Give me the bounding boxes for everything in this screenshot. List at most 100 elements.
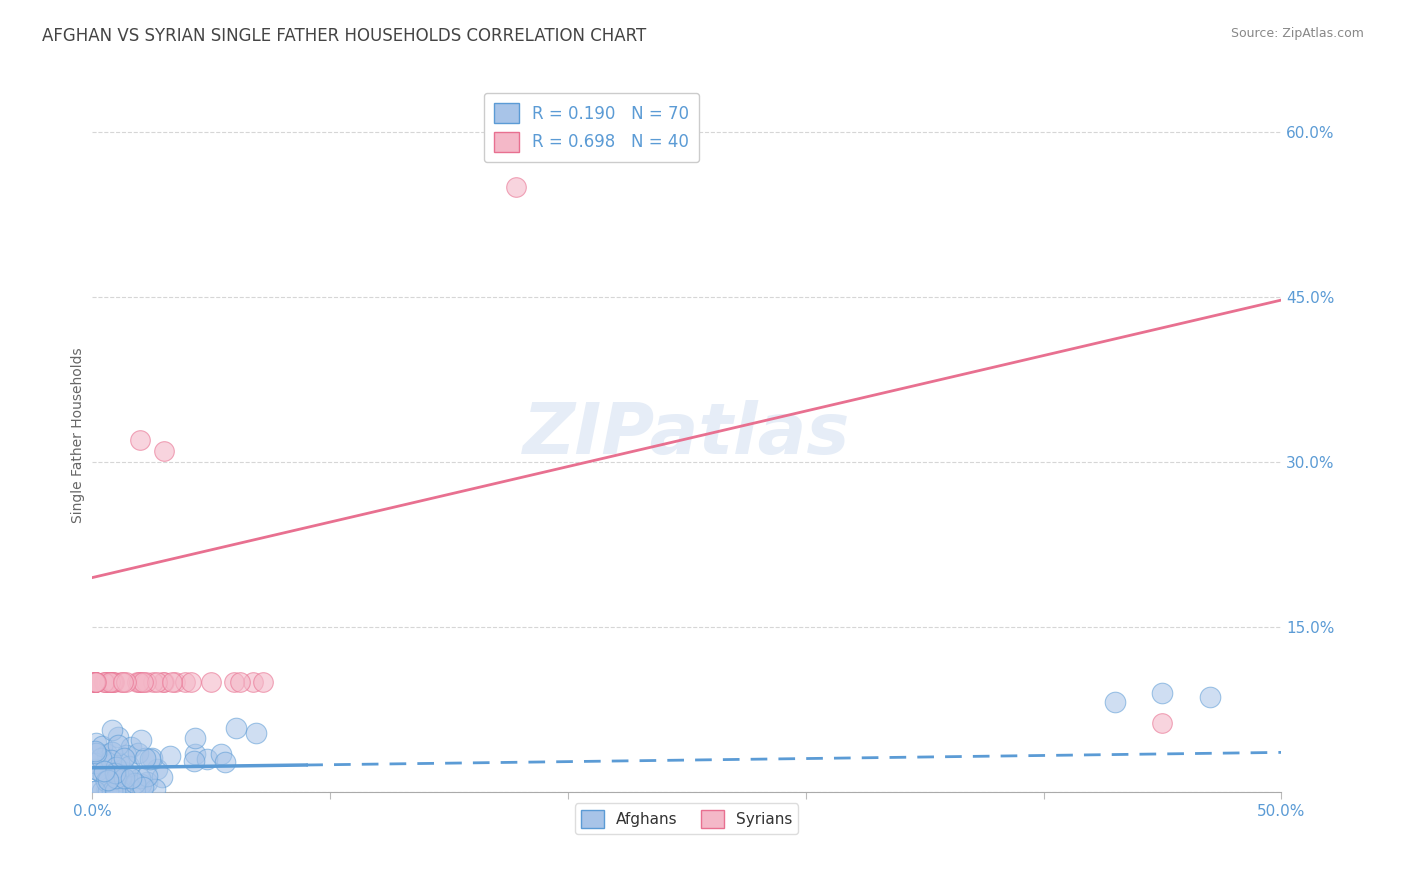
Point — [125, 675, 148, 690]
Point — [105, 768, 128, 782]
Point — [110, 771, 132, 785]
Point — [128, 675, 150, 690]
Point — [107, 767, 129, 781]
Point — [111, 783, 134, 797]
Point — [101, 784, 124, 798]
Point — [132, 780, 155, 794]
Point — [96, 747, 118, 762]
Point — [83, 675, 105, 690]
Point — [229, 675, 252, 690]
Point — [87, 763, 110, 777]
Point — [173, 675, 195, 690]
Point — [139, 752, 162, 766]
Legend: Afghans, Syrians: Afghans, Syrians — [575, 804, 799, 834]
Point — [83, 675, 105, 690]
Point — [1104, 695, 1126, 709]
Point — [84, 736, 107, 750]
Point — [84, 762, 107, 776]
Point — [100, 745, 122, 759]
Point — [252, 675, 274, 690]
Point — [112, 750, 135, 764]
Point — [83, 675, 105, 690]
Point — [94, 675, 117, 690]
Point — [141, 751, 163, 765]
Point — [121, 739, 143, 754]
Point — [222, 675, 245, 690]
Point — [90, 751, 112, 765]
Point — [115, 747, 138, 762]
Point — [101, 784, 124, 798]
Point — [132, 675, 155, 690]
Point — [94, 784, 117, 798]
Point — [195, 752, 218, 766]
Point — [184, 731, 207, 745]
Point — [127, 747, 149, 761]
Point — [115, 675, 138, 690]
Point — [97, 772, 120, 787]
Point — [1152, 686, 1174, 700]
Point — [112, 675, 135, 690]
Point — [152, 675, 174, 690]
Point — [110, 675, 132, 690]
Point — [209, 747, 232, 761]
Point — [242, 675, 264, 690]
Point — [135, 769, 157, 783]
Point — [84, 675, 107, 690]
Point — [93, 764, 115, 779]
Text: ZIPatlas: ZIPatlas — [523, 401, 851, 469]
Point — [1152, 715, 1174, 730]
Y-axis label: Single Father Households: Single Father Households — [72, 347, 86, 523]
Point — [160, 675, 183, 690]
Point — [91, 784, 114, 798]
Point — [163, 675, 186, 690]
Point — [1199, 690, 1222, 705]
Point — [114, 765, 136, 780]
Point — [117, 759, 139, 773]
Point — [225, 721, 247, 735]
Point — [84, 675, 107, 690]
Point — [83, 675, 105, 690]
Point — [84, 784, 107, 798]
Point — [134, 750, 156, 764]
Point — [245, 725, 267, 739]
Point — [120, 772, 142, 786]
Point — [146, 675, 169, 690]
Point — [131, 733, 153, 747]
Point — [83, 784, 105, 798]
Point — [96, 675, 118, 690]
Point — [128, 771, 150, 785]
Point — [150, 770, 173, 784]
Point — [214, 755, 236, 769]
Point — [129, 777, 152, 791]
Point — [103, 675, 125, 690]
Point — [183, 754, 205, 768]
Point — [93, 768, 115, 782]
Point — [505, 180, 527, 194]
Point — [101, 675, 124, 690]
Point — [83, 756, 105, 770]
Point — [128, 433, 150, 447]
Point — [129, 675, 152, 690]
Point — [152, 444, 174, 458]
Point — [83, 744, 105, 758]
Point — [100, 675, 122, 690]
Point — [135, 675, 157, 690]
Point — [180, 675, 202, 690]
Point — [98, 675, 121, 690]
Point — [104, 765, 127, 780]
Point — [104, 784, 127, 798]
Point — [97, 784, 120, 798]
Point — [136, 775, 159, 789]
Point — [108, 756, 131, 771]
Point — [152, 675, 174, 690]
Point — [143, 781, 166, 796]
Point — [159, 748, 181, 763]
Point — [112, 771, 135, 785]
Point — [84, 675, 107, 690]
Point — [107, 730, 129, 744]
Point — [104, 771, 127, 785]
Point — [107, 738, 129, 752]
Point — [101, 723, 124, 737]
Point — [124, 775, 146, 789]
Text: Source: ZipAtlas.com: Source: ZipAtlas.com — [1230, 27, 1364, 40]
